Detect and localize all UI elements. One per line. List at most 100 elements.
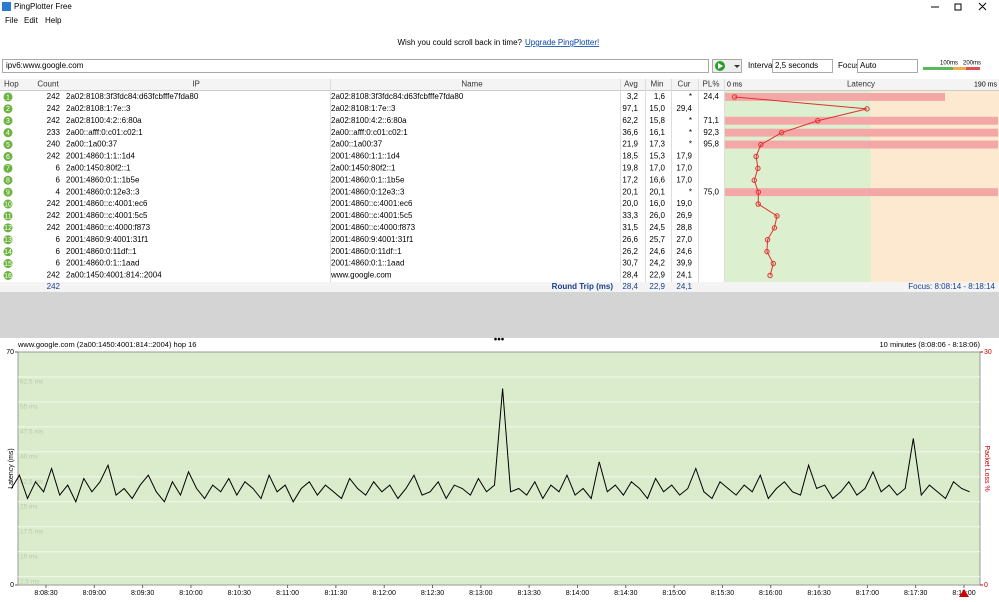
- grid-label: 47,5 ms: [20, 429, 44, 436]
- packet-loss-bar: [725, 116, 998, 125]
- count-cell: 242: [47, 104, 61, 113]
- ip-cell: 2001:4860:1:1::1d4: [66, 152, 136, 161]
- target-value: ipv6:www.google.com: [6, 61, 84, 70]
- min-cell: 17,3: [649, 140, 665, 149]
- avg-latency-point: [815, 118, 821, 124]
- pl-cell: 24,4: [703, 92, 719, 101]
- avg-cell: 3,2: [627, 92, 639, 101]
- avg-cell: 20,1: [622, 187, 638, 196]
- avg-latency-point: [771, 225, 778, 231]
- avg-cell: 28,4: [622, 271, 638, 280]
- min-cell: 1,6: [654, 92, 666, 101]
- min-cell: 20,1: [649, 187, 665, 196]
- min-cell: 24,5: [649, 223, 665, 232]
- cur-cell: *: [689, 140, 692, 149]
- cur-cell: 26,9: [676, 211, 692, 220]
- focus-label: Focus: [838, 61, 860, 70]
- window-controls[interactable]: [931, 2, 987, 11]
- hop-number: 6: [6, 154, 10, 161]
- cur-cell: 24,6: [676, 247, 692, 256]
- cur-cell: 29,4: [676, 104, 692, 113]
- column-header: PL%: [703, 80, 720, 89]
- count-cell: 240: [47, 140, 61, 149]
- y-tick-label: 70: [6, 349, 14, 356]
- x-tick-label: 8:08:30: [34, 590, 57, 597]
- hop-number: 12: [4, 225, 12, 232]
- hop-number: 7: [6, 166, 10, 173]
- name-cell: 2001:4860:0:1::1b5e: [331, 175, 405, 184]
- packet-loss-marker: [959, 589, 969, 597]
- footer-min: 22,9: [649, 282, 665, 291]
- avg-latency-point: [770, 260, 777, 267]
- min-cell: 16,0: [649, 199, 665, 208]
- cur-cell: 17,9: [676, 152, 692, 161]
- pl-cell: 95,8: [703, 140, 719, 149]
- hop-icon: [3, 187, 13, 197]
- cur-cell: 17,0: [676, 175, 692, 184]
- min-cell: 16,1: [649, 128, 665, 137]
- x-tick-label: 8:11:00: [276, 590, 299, 597]
- avg-cell: 36,6: [622, 128, 638, 137]
- name-cell: 2001:4860::c:4001:5c5: [331, 211, 413, 220]
- avg-latency-point: [758, 141, 764, 148]
- hop-icon: [3, 175, 13, 185]
- x-tick-label: 8:12:30: [421, 590, 444, 597]
- grid-label: 10 ms: [20, 553, 38, 560]
- avg-latency-point: [864, 106, 870, 112]
- name-cell: 2001:4860:9:4001:31f1: [331, 235, 414, 244]
- menu-item[interactable]: Edit: [24, 16, 39, 25]
- column-header: Latency: [847, 80, 875, 89]
- y2-tick-label: 0: [984, 582, 988, 589]
- hop-number: 4: [6, 130, 10, 137]
- avg-latency-point: [755, 201, 761, 207]
- graph-range: 10 minutes (8:08:06 - 8:18:06): [880, 340, 981, 349]
- avg-cell: 20,0: [622, 199, 638, 208]
- hop-number: 13: [4, 237, 12, 244]
- avg-cell: 31,5: [622, 223, 638, 232]
- avg-latency-point: [764, 248, 770, 255]
- hop-icon: [3, 270, 13, 280]
- upgrade-link[interactable]: Upgrade PingPlotter!: [525, 38, 599, 47]
- interval-select[interactable]: [772, 59, 833, 73]
- cur-cell: *: [689, 187, 692, 196]
- hop-icon: [3, 104, 13, 114]
- name-cell: 2a02:8108:3f3fdc84:d63fcbfffe7fda80: [331, 92, 464, 101]
- grid-label: 25 ms: [20, 504, 38, 511]
- hop-icon: [3, 247, 13, 257]
- ip-cell: 2001:4860:9:4001:31f1: [66, 235, 149, 244]
- avg-cell: 18,5: [622, 152, 638, 161]
- count-cell: 242: [47, 199, 61, 208]
- count-cell: 6: [56, 259, 61, 268]
- avg-latency-point: [774, 213, 780, 219]
- column-header: Name: [461, 80, 483, 89]
- pl-cell: 92,3: [703, 128, 719, 137]
- ip-cell: 2a00::afff:0:c01:c02:1: [66, 128, 143, 137]
- hop-icon: [3, 211, 13, 221]
- count-cell: 242: [47, 152, 61, 161]
- ip-cell: 2001:4860::c:4001:5c5: [66, 211, 148, 220]
- column-header: IP: [192, 80, 200, 89]
- hop-icon: [3, 163, 13, 173]
- avg-latency-point: [764, 237, 771, 243]
- name-cell: 2001:4860:0:11df::1: [331, 247, 402, 256]
- avg-latency-point: [778, 129, 785, 136]
- avg-cell: 97,1: [622, 104, 638, 113]
- count-cell: 6: [56, 163, 61, 172]
- name-cell: 2a02:8108:1:7e::3: [331, 104, 396, 113]
- hop-number: 11: [4, 213, 11, 220]
- target-input[interactable]: [2, 59, 709, 73]
- menu-item[interactable]: File: [5, 16, 18, 25]
- focus-select[interactable]: [857, 59, 918, 73]
- focus-value: Auto: [860, 61, 877, 70]
- menu-item[interactable]: Help: [45, 16, 62, 25]
- hop-number: 10: [4, 201, 12, 208]
- cur-cell: 24,1: [676, 271, 692, 280]
- count-cell: 242: [47, 271, 61, 280]
- column-header: Hop: [4, 80, 19, 89]
- column-header: Min: [651, 80, 664, 89]
- x-tick-label: 8:13:00: [469, 590, 492, 597]
- min-cell: 25,7: [649, 235, 665, 244]
- footer-count: 242: [47, 282, 61, 291]
- scale-label: 100ms: [940, 61, 958, 67]
